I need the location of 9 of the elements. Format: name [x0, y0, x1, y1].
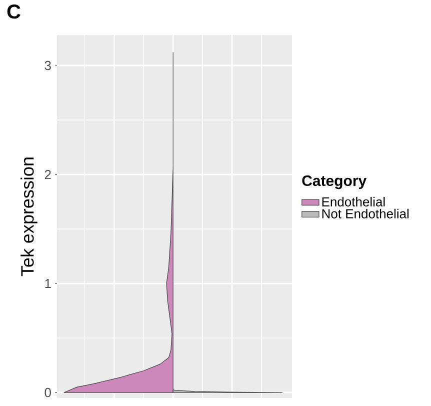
legend-label: Endothelial	[322, 196, 385, 206]
y-tick-label: 3	[44, 60, 51, 70]
y-tick-label: 0	[44, 388, 51, 398]
y-tick-label: 2	[44, 170, 51, 180]
legend-title: Category	[302, 175, 367, 190]
chart-title: C	[7, 4, 20, 19]
legend-label: Not Endothelial	[322, 208, 409, 218]
y-axis-title: Tek expression	[20, 158, 38, 276]
y-tick-label: 1	[45, 279, 51, 288]
